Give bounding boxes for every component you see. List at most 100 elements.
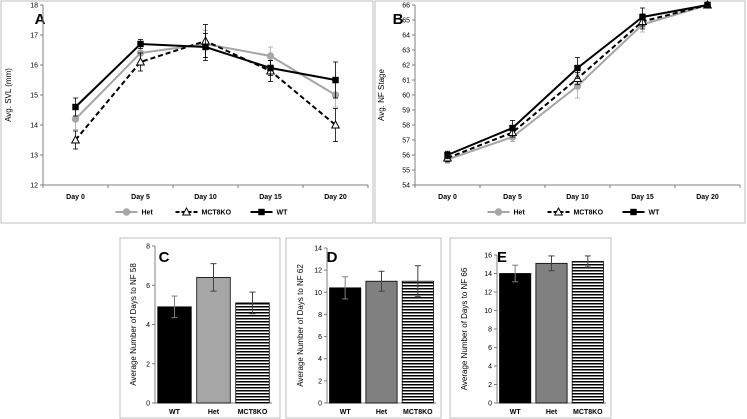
panel-b-point-wt	[639, 13, 646, 21]
panel-b-legend-marker	[553, 206, 564, 216]
panel-c-ytick-label: 2	[146, 361, 150, 368]
panel-b-ytick-label: 66	[402, 3, 410, 10]
panel-a-legend-marker	[258, 208, 265, 216]
panel-c-bar-wt	[157, 306, 192, 404]
panel-d-bar-het	[365, 280, 398, 404]
panel-b-xtick-label: Day 15	[631, 194, 654, 201]
panel-a-xtick-label: Day 5	[131, 194, 150, 201]
panel-b-xtick-label: Day 5	[503, 194, 522, 201]
panel-c-ytick-label: 4	[146, 322, 150, 329]
panel-a-point-mct8ko	[135, 56, 146, 66]
panel-c-bar-mct8ko	[235, 302, 270, 404]
panel-c-xtick-label: MCT8KO	[238, 409, 268, 416]
panel-a-ytick-label: 16	[30, 63, 38, 70]
panel-e-ytick-label: 10	[484, 308, 492, 315]
panel-e-xtick-label: MCT8KO	[573, 409, 603, 416]
panel-e-bar-het	[535, 262, 568, 404]
panel-b-ytick-label: 61	[402, 78, 410, 85]
panel-e-bar-mct8ko	[571, 261, 604, 404]
panel-a-letter: A	[35, 11, 46, 28]
panel-b-ytick-label: 56	[402, 153, 410, 160]
panel-a-ylabel: Avg. SVL (mm)	[4, 68, 13, 122]
panel-b-ytick-label: 64	[402, 33, 410, 40]
panel-d-ytick-label: 2	[318, 378, 322, 385]
panel-a-xtick-label: Day 10	[194, 194, 217, 201]
panel-c-xtick-label: WT	[169, 409, 181, 416]
panel-b-ytick-label: 62	[402, 63, 410, 70]
panel-e-xtick-label: Het	[546, 409, 558, 416]
panel-b-xtick-label: Day 0	[438, 194, 457, 201]
panel-c-ytick-label: 8	[146, 244, 150, 251]
panel-b-xtick-label: Day 10	[566, 194, 589, 201]
panel-a-ytick-label: 13	[30, 153, 38, 160]
panel-e-bar-wt	[499, 273, 532, 404]
panel-b-ytick-label: 57	[402, 138, 410, 145]
panel-b-point-wt	[574, 64, 581, 72]
panel-a-point-het	[71, 115, 80, 123]
chart-layer: A 12 13 14 15 16 17 18 Day 0 Day 5 Day 10 Day 15 Day…	[4, 0, 741, 416]
panel-a-legend-label: Het	[142, 210, 154, 217]
panel-e-ytick-label: 14	[484, 271, 492, 278]
panel-a-point-wt	[202, 43, 209, 51]
panel-e-letter: E	[497, 249, 507, 266]
panel-b-ytick-label: 55	[402, 168, 410, 175]
panel-d-bar-wt	[329, 287, 362, 404]
panel-d-ytick-label: 8	[318, 312, 322, 319]
panel-b-ytick-label: 54	[402, 183, 410, 190]
panel-b-ytick-label: 58	[402, 123, 410, 130]
panel-d-ytick-label: 14	[314, 246, 322, 253]
panel-d-xtick-label: Het	[376, 409, 388, 416]
panel-b-legend-label: Het	[514, 210, 526, 217]
panel-a-xtick-label: Day 0	[66, 194, 85, 201]
panel-a-point-het	[266, 52, 275, 60]
panel-a-point-wt	[267, 64, 274, 72]
panel-c-ylabel: Average Number of Days to NF 58	[129, 263, 138, 386]
panel-b-xtick-label: Day 20	[696, 194, 719, 201]
panel-b-ytick-label: 65	[402, 18, 410, 25]
panel-b-legend-marker	[494, 208, 503, 216]
panel-d-bar-mct8ko	[401, 280, 434, 404]
panel-d-ytick-label: 4	[318, 356, 322, 363]
panel-d-ytick-label: 10	[314, 290, 322, 297]
panel-c-bar-het	[196, 276, 231, 404]
panel-b-point-wt	[704, 1, 711, 9]
panel-c-xtick-label: Het	[208, 409, 220, 416]
panel-b-legend-label: MCT8KO	[574, 210, 604, 217]
panel-e-ytick-label: 6	[488, 345, 492, 352]
panel-a-point-mct8ko	[70, 134, 81, 144]
panel-e-ylabel: Average Number of Days to NF 66	[460, 267, 469, 390]
panel-d-xtick-label: WT	[340, 409, 352, 416]
panel-b-ylabel: Avg. NF Stage	[377, 69, 386, 121]
panel-a-ytick-label: 12	[30, 183, 38, 190]
panel-e-xtick-label: WT	[510, 409, 522, 416]
panel-d-xtick-label: MCT8KO	[403, 409, 433, 416]
panel-a-point-wt	[332, 76, 339, 84]
panel-a-legend-label: MCT8KO	[202, 210, 232, 217]
panel-a-xtick-label: Day 20	[324, 194, 347, 201]
panel-d-letter: D	[327, 249, 338, 266]
panel-a-point-wt	[72, 103, 79, 111]
panel-e-ytick-label: 16	[484, 253, 492, 260]
panel-a-point-mct8ko	[330, 119, 341, 129]
panel-b-ytick-label: 59	[402, 108, 410, 115]
panel-e-ytick-label: 2	[488, 382, 492, 389]
panel-a-legend-label: WT	[277, 210, 289, 217]
panel-b-point-wt	[509, 124, 516, 132]
panel-d-ytick-label: 12	[314, 268, 322, 275]
panel-a-legend-marker	[122, 208, 131, 216]
panel-a-ytick-label: 14	[30, 123, 38, 130]
panel-a-frame	[0, 0, 374, 224]
panel-c-letter: C	[159, 249, 170, 266]
panel-a-xtick-label: Day 15	[259, 194, 282, 201]
panel-e-ytick-label: 12	[484, 290, 492, 297]
panel-b-point-wt	[444, 151, 451, 159]
panel-d-ytick-label: 6	[318, 334, 322, 341]
panel-b-ytick-label: 60	[402, 93, 410, 100]
panel-b-legend-label: WT	[649, 210, 661, 217]
panel-a-point-wt	[137, 40, 144, 48]
panel-e-ytick-label: 0	[488, 401, 492, 408]
panel-a-ytick-label: 15	[30, 93, 38, 100]
panel-b-ytick-label: 63	[402, 48, 410, 55]
panel-a-ytick-label: 18	[30, 3, 38, 10]
panel-e-ytick-label: 8	[488, 327, 492, 334]
